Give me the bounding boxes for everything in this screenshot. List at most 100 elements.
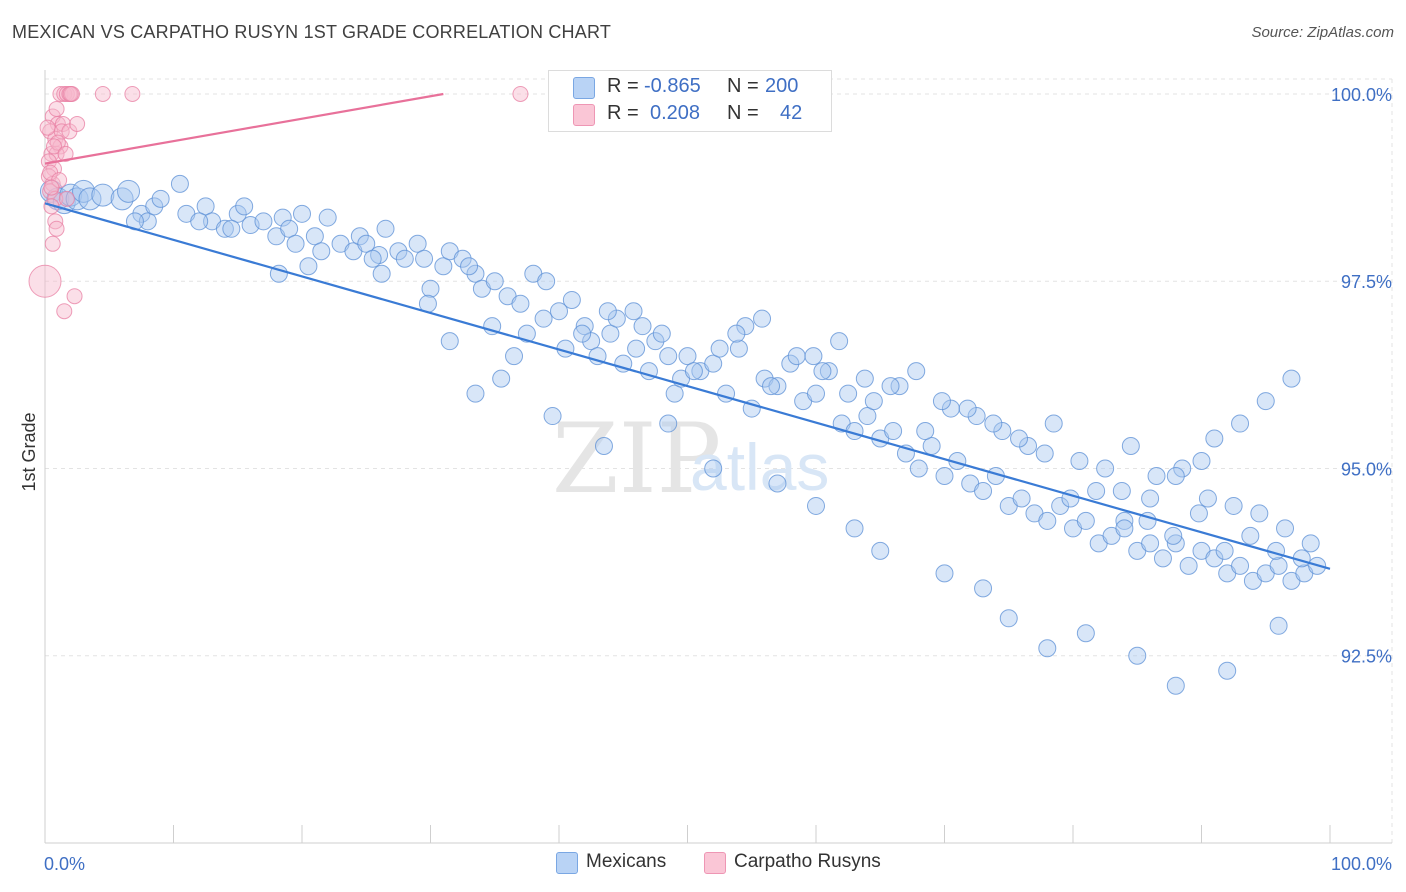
data-point-mexicans (1269, 556, 1288, 575)
data-point-mexicans (807, 496, 825, 515)
data-point-mexicans (1112, 481, 1131, 500)
data-point-carpatho-rusyns (48, 220, 65, 237)
data-point-mexicans (517, 324, 536, 343)
data-point-mexicans (729, 339, 748, 358)
data-point-mexicans (922, 437, 941, 456)
data-point-mexicans (138, 212, 157, 231)
data-point-mexicans (408, 234, 427, 253)
data-point-mexicans (110, 187, 134, 211)
data-point-mexicans (1301, 534, 1320, 553)
data-point-mexicans (659, 347, 678, 366)
data-point-mexicans (678, 347, 697, 366)
data-point-mexicans (967, 407, 986, 426)
data-point-mexicans (78, 187, 102, 211)
data-point-mexicans (1250, 504, 1269, 523)
carpatho-rusyns-points (28, 85, 529, 320)
data-point-mexicans (466, 384, 485, 403)
data-point-mexicans (485, 272, 504, 291)
data-point-mexicans (575, 317, 594, 336)
data-point-carpatho-rusyns (62, 85, 79, 102)
data-point-mexicans (1115, 511, 1134, 530)
data-point-mexicans (1141, 534, 1160, 553)
data-point-mexicans (646, 332, 665, 351)
data-point-mexicans (665, 384, 684, 403)
data-point-mexicans (1192, 452, 1211, 470)
data-point-mexicans (1241, 526, 1260, 545)
data-point-carpatho-rusyns (28, 264, 62, 298)
data-point-mexicans (839, 384, 858, 403)
data-point-mexicans (222, 219, 241, 238)
data-point-mexicans (293, 204, 311, 223)
data-point-mexicans (1121, 437, 1140, 456)
data-point-mexicans (1164, 526, 1183, 545)
data-point-mexicans (652, 324, 671, 343)
data-point-mexicans (736, 317, 755, 336)
data-point-mexicans (440, 332, 459, 351)
data-point-mexicans (787, 347, 806, 366)
legend-r-label: R = (607, 102, 639, 124)
x-tick-label: 0.0% (44, 854, 85, 874)
data-point-mexicans (1256, 392, 1275, 411)
data-point-mexicans (299, 257, 318, 276)
data-point-mexicans (742, 399, 761, 418)
data-point-carpatho-rusyns (94, 85, 111, 102)
data-point-mexicans (582, 332, 601, 351)
data-point-mexicans (804, 347, 823, 366)
data-point-carpatho-rusyns (45, 138, 62, 155)
data-point-mexicans (305, 227, 324, 246)
source-credit: Source: ZipAtlas.com (1251, 24, 1394, 41)
legend-n-label: N = (727, 102, 759, 124)
data-point-carpatho-rusyns (44, 235, 61, 252)
data-point-mexicans (768, 474, 787, 493)
trend-line-carpatho-rusyns (44, 92, 444, 165)
data-point-mexicans (170, 174, 189, 193)
data-point-mexicans (845, 519, 864, 538)
data-point-mexicans (286, 234, 305, 253)
data-point-mexicans (117, 179, 141, 203)
data-point-mexicans (1115, 519, 1134, 538)
mexicans-points (39, 174, 1327, 695)
data-point-mexicans (935, 466, 954, 485)
data-point-mexicans (1205, 549, 1224, 568)
data-point-mexicans (704, 459, 723, 478)
data-point-mexicans (91, 183, 115, 207)
chart-title: MEXICAN VS CARPATHO RUSYN 1ST GRADE CORR… (12, 22, 612, 42)
data-point-mexicans (1173, 459, 1192, 478)
y-tick-label: 92.5% (1341, 647, 1392, 667)
data-point-mexicans (1231, 414, 1250, 433)
data-point-mexicans (421, 279, 440, 298)
data-point-mexicans (318, 208, 337, 227)
data-point-mexicans (1179, 556, 1198, 575)
data-point-mexicans (1141, 489, 1160, 508)
data-point-mexicans (1096, 459, 1115, 478)
data-point-mexicans (993, 422, 1012, 441)
data-point-mexicans (273, 208, 292, 227)
legend-swatch-mexicans (573, 77, 595, 99)
x-tick-label: 100.0% (1331, 854, 1392, 874)
data-point-mexicans (1153, 549, 1172, 568)
data-point-mexicans (1010, 429, 1029, 448)
data-point-mexicans (215, 219, 234, 238)
data-point-mexicans (614, 354, 633, 373)
data-point-mexicans (376, 219, 395, 238)
data-point-mexicans (434, 257, 453, 276)
data-point-carpatho-rusyns (57, 145, 74, 162)
watermark-zip: ZIP (552, 403, 721, 515)
data-point-mexicans (1038, 639, 1057, 658)
data-point-mexicans (624, 302, 643, 321)
data-point-mexicans (350, 227, 369, 246)
legend-r-label: R = (607, 75, 639, 97)
data-point-mexicans (72, 179, 96, 203)
data-point-mexicans (1276, 519, 1295, 538)
y-tick-label: 95.0% (1341, 459, 1392, 479)
legend-swatch-carpatho-rusyns (573, 104, 595, 126)
data-point-carpatho-rusyns (43, 179, 60, 196)
data-point-mexicans (395, 249, 414, 268)
data-point-mexicans (727, 324, 746, 343)
bottom-swatch-mexicans (556, 852, 578, 874)
data-point-mexicans (389, 242, 408, 261)
data-point-mexicans (830, 332, 849, 351)
data-point-mexicans (907, 362, 926, 381)
data-point-mexicans (372, 264, 391, 283)
